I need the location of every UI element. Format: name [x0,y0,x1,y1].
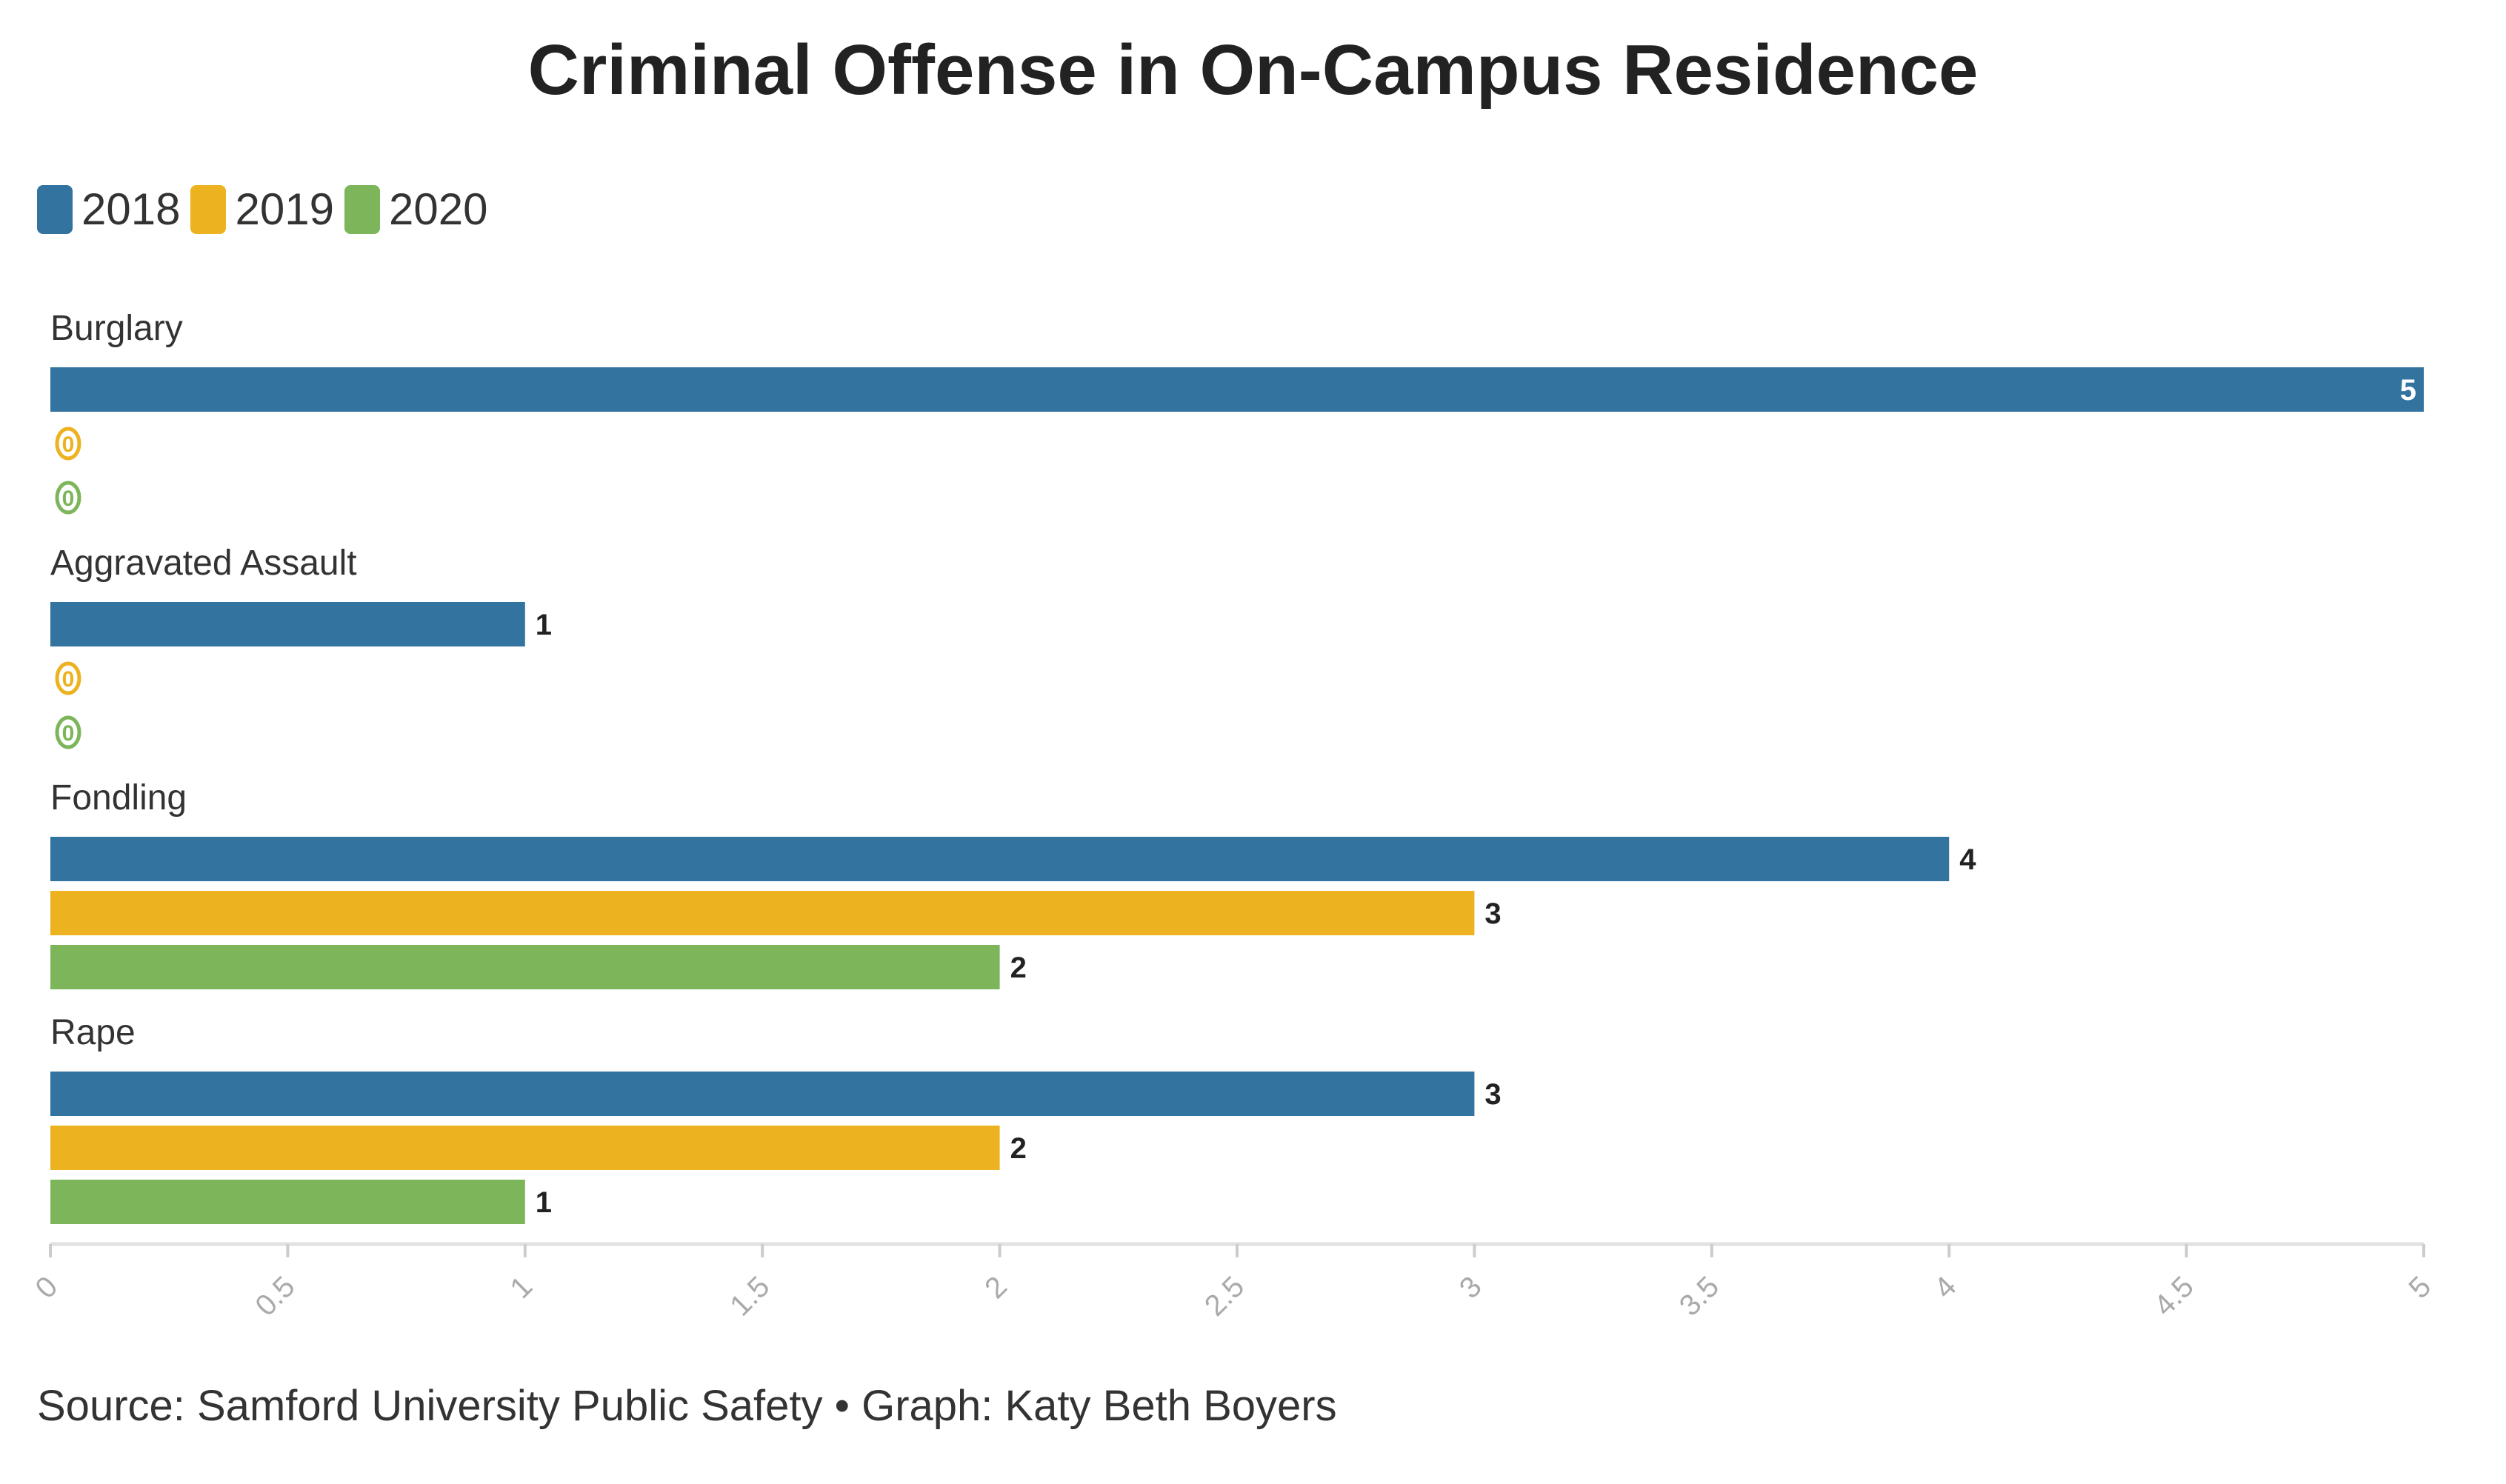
x-tick-label-10: 5 [2403,1270,2438,1305]
data-label-rape-2019: 2 [1010,1132,1027,1165]
zero-marker-burglary-2019 [55,427,81,461]
legend-label-2018: 2018 [81,184,181,234]
legend: 2018 2019 2020 [37,184,498,235]
legend-label-2019: 2019 [235,184,334,234]
bar-fondling-2018 [50,837,1950,881]
data-label-rape-2018: 3 [1484,1078,1501,1111]
bar-fondling-2020 [50,945,1000,989]
category-label-aggravated-assault: Aggravated Assault [50,544,357,583]
legend-item-2018: 2018 [37,184,180,235]
bar-rape-2019 [50,1126,1000,1170]
data-label-fondling-2019: 3 [1484,898,1501,930]
zero-marker-aggravated-assault-2020 [55,715,81,749]
zero-marker-aggravated-assault-2019 [55,661,81,695]
legend-item-2019: 2019 [190,184,334,235]
legend-swatch-2019 [190,184,227,234]
source-credit: Source: Samford University Public Safety… [37,1382,1337,1430]
x-tick-label-9: 4.5 [2148,1270,2200,1322]
data-label-fondling-2018: 4 [1959,843,1976,876]
zero-marker-burglary-2020 [55,481,81,515]
x-tick-label-5: 2.5 [1199,1270,1250,1322]
legend-label-2020: 2020 [388,184,488,234]
data-label-aggravated-assault-2020: 0 [62,721,75,746]
legend-swatch-2018 [37,184,73,234]
data-label-aggravated-assault-2019: 0 [62,667,75,692]
bar-aggravated-assault-2018 [50,602,525,646]
bar-burglary-2018 [50,367,2424,412]
x-tick-label-6: 3 [1453,1270,1488,1305]
bar-rape-2018 [50,1072,1475,1116]
data-label-burglary-2019: 0 [62,432,75,457]
x-tick-label-8: 4 [1928,1270,1963,1305]
bar-fondling-2019 [50,891,1475,935]
legend-item-2020: 2020 [344,184,487,235]
data-label-burglary-2020: 0 [62,487,75,511]
data-label-burglary-2018: 5 [2400,374,2416,407]
x-tick-label-3: 1.5 [724,1270,776,1322]
category-label-burglary: Burglary [50,309,183,348]
legend-swatch-2020 [344,184,380,234]
x-tick-label-0: 0 [30,1270,64,1305]
x-tick-label-1: 0.5 [249,1270,301,1322]
data-label-aggravated-assault-2018: 1 [536,609,552,641]
category-label-fondling: Fondling [50,778,187,818]
data-label-rape-2020: 1 [536,1186,552,1219]
x-tick-label-4: 2 [979,1270,1013,1305]
x-tick-label-2: 1 [504,1270,539,1305]
chart-title: Criminal Offense in On-Campus Residence [527,30,1979,110]
data-label-fondling-2020: 2 [1010,952,1027,984]
x-tick-label-7: 3.5 [1673,1270,1725,1322]
category-label-rape: Rape [50,1013,136,1052]
bar-rape-2020 [50,1180,525,1224]
plot-area: Burglary 5 0 0 Aggravated Assault 1 0 0 Fondling… [30,309,2438,1323]
